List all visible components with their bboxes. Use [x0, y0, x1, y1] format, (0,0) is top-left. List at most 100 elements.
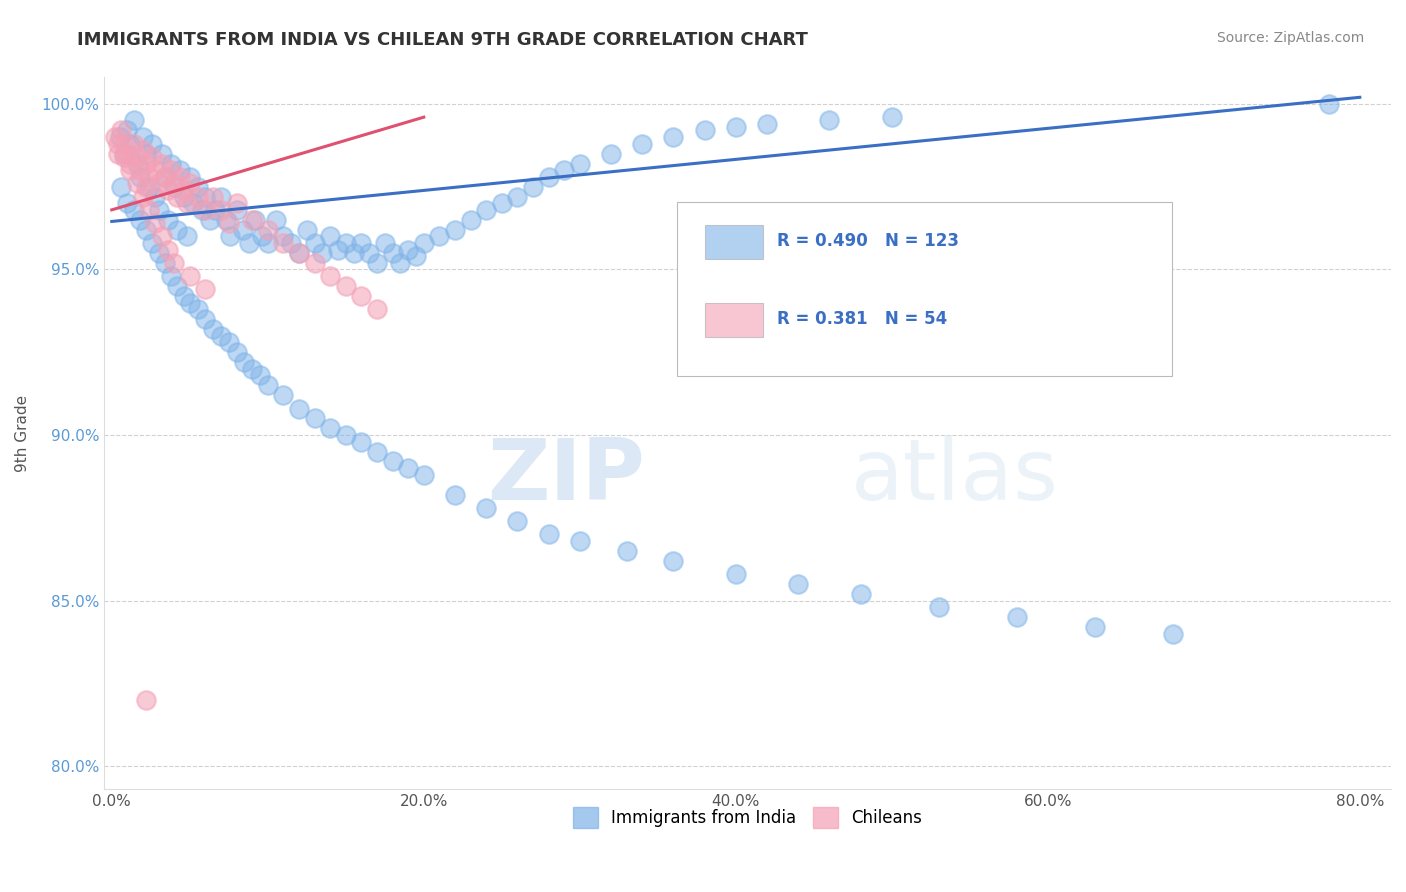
Point — [141, 235, 163, 250]
Point — [120, 136, 142, 151]
Point — [166, 223, 188, 237]
Point — [204, 202, 226, 217]
Point — [122, 113, 145, 128]
Point — [125, 177, 148, 191]
Point — [117, 196, 139, 211]
Point — [225, 345, 247, 359]
Point — [179, 295, 201, 310]
Point — [117, 123, 139, 137]
Point — [381, 246, 404, 260]
Point — [350, 289, 373, 303]
Point — [389, 256, 412, 270]
Point — [491, 196, 513, 211]
Point — [256, 223, 278, 237]
Point — [160, 163, 183, 178]
Point — [273, 388, 295, 402]
Point — [141, 150, 163, 164]
Point — [553, 163, 575, 178]
Point — [150, 156, 173, 170]
Point — [522, 179, 544, 194]
Point — [616, 544, 638, 558]
Text: Source: ZipAtlas.com: Source: ZipAtlas.com — [1216, 31, 1364, 45]
Point — [233, 355, 256, 369]
Point — [724, 120, 747, 134]
Point — [209, 328, 232, 343]
Point — [366, 302, 388, 317]
Point — [335, 428, 357, 442]
Point — [214, 212, 236, 227]
Point — [381, 454, 404, 468]
Point — [107, 146, 129, 161]
Point — [304, 235, 326, 250]
Point — [238, 235, 260, 250]
Point — [194, 312, 217, 326]
Point — [187, 302, 209, 317]
Point — [176, 229, 198, 244]
Point — [148, 177, 170, 191]
Point — [156, 212, 179, 227]
Point — [787, 577, 810, 591]
Point — [135, 223, 157, 237]
Point — [169, 169, 191, 184]
Point — [218, 335, 240, 350]
FancyBboxPatch shape — [676, 202, 1173, 376]
Point — [181, 196, 204, 211]
Point — [288, 246, 311, 260]
Point — [209, 189, 232, 203]
Point — [104, 130, 127, 145]
Point — [506, 189, 529, 203]
Point — [429, 229, 451, 244]
Point — [163, 177, 186, 191]
Point — [756, 117, 779, 131]
Point — [928, 600, 950, 615]
Point — [194, 202, 217, 217]
Point — [173, 289, 195, 303]
Point — [264, 212, 287, 227]
Point — [662, 130, 685, 145]
Point — [475, 202, 498, 217]
Point — [191, 202, 214, 217]
Text: ZIP: ZIP — [486, 434, 644, 517]
Point — [125, 150, 148, 164]
Point — [150, 229, 173, 244]
Point — [256, 235, 278, 250]
Point — [138, 169, 160, 184]
Point — [125, 156, 148, 170]
Text: atlas: atlas — [851, 434, 1059, 517]
Point — [128, 169, 150, 184]
Point — [148, 202, 170, 217]
Point — [506, 514, 529, 528]
Point — [444, 487, 467, 501]
Point — [132, 143, 155, 157]
Point — [107, 136, 129, 151]
Point — [179, 169, 201, 184]
Point — [198, 212, 221, 227]
Point — [366, 256, 388, 270]
Point — [412, 235, 434, 250]
Point — [173, 183, 195, 197]
Point — [568, 533, 591, 548]
Point — [163, 179, 186, 194]
Point — [156, 243, 179, 257]
Point — [202, 189, 225, 203]
Point — [141, 136, 163, 151]
Point — [280, 235, 302, 250]
Point — [135, 179, 157, 194]
Point — [405, 249, 427, 263]
Point — [166, 189, 188, 203]
Point — [179, 269, 201, 284]
Point — [117, 146, 139, 161]
Point — [122, 202, 145, 217]
Point — [187, 189, 209, 203]
Point — [249, 368, 271, 383]
Point — [138, 179, 160, 194]
Point — [288, 401, 311, 416]
Text: IMMIGRANTS FROM INDIA VS CHILEAN 9TH GRADE CORRELATION CHART: IMMIGRANTS FROM INDIA VS CHILEAN 9TH GRA… — [77, 31, 808, 49]
Point — [176, 196, 198, 211]
Point — [232, 223, 254, 237]
Point — [240, 212, 263, 227]
Point — [366, 444, 388, 458]
Point — [444, 223, 467, 237]
Point — [218, 216, 240, 230]
Point — [128, 212, 150, 227]
